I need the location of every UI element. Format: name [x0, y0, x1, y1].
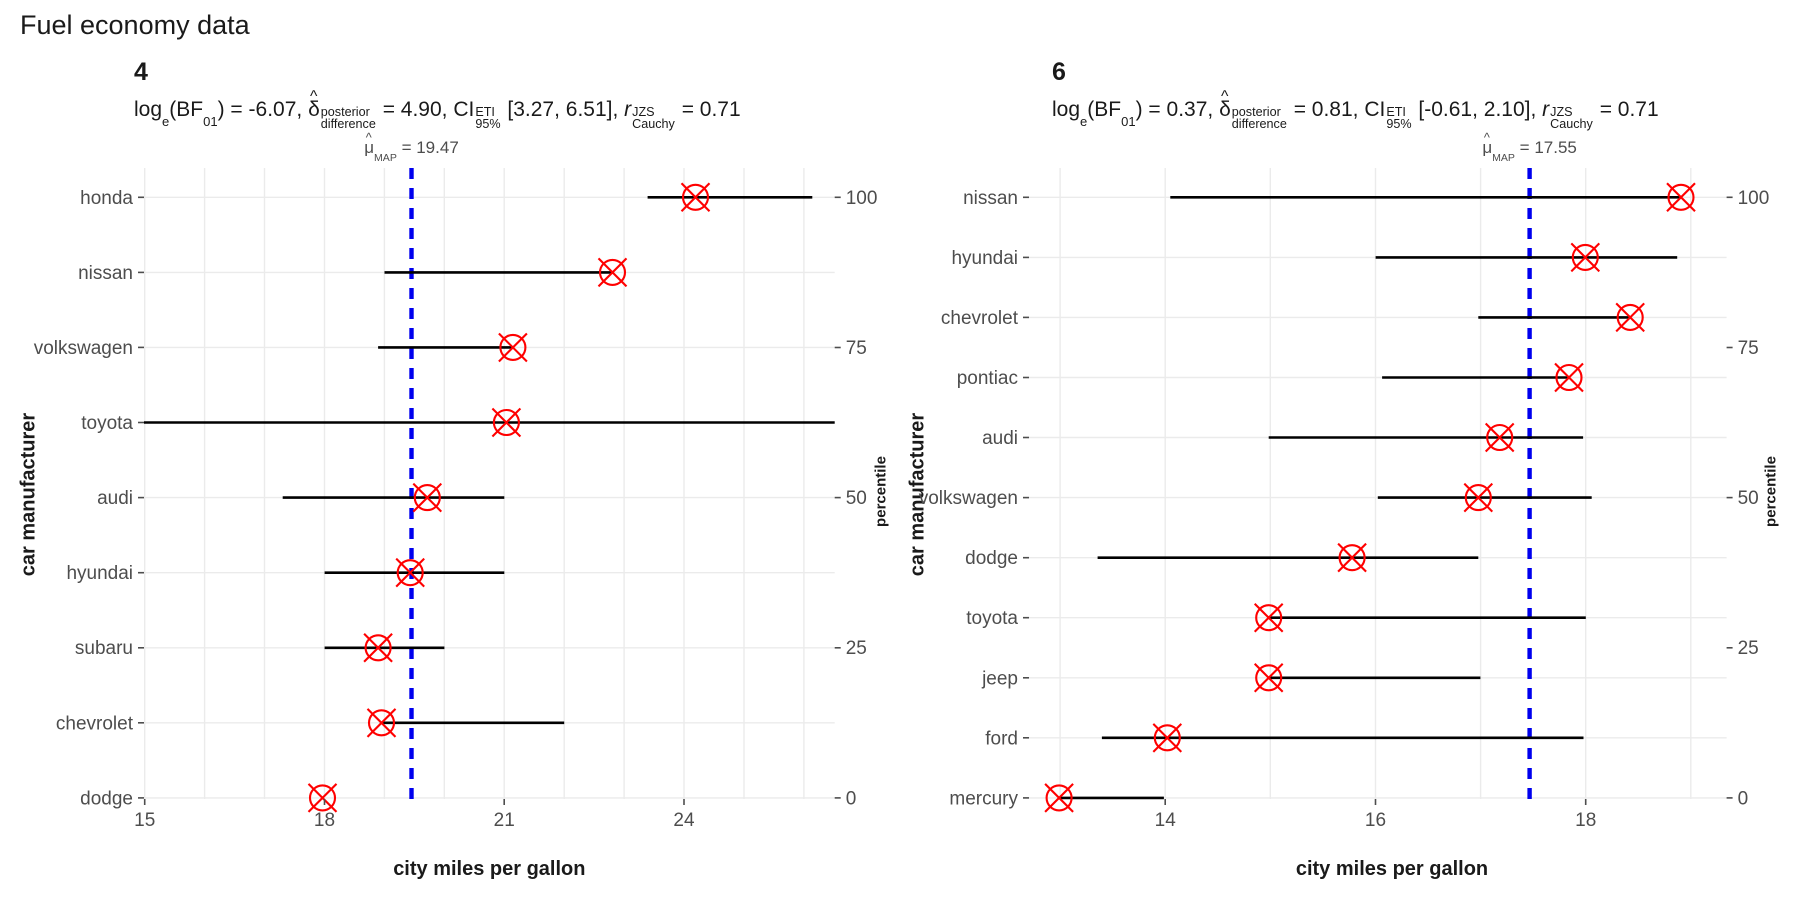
svg-text:hyundai: hyundai [66, 563, 133, 584]
svg-text:0: 0 [846, 788, 857, 809]
svg-text:pontiac: pontiac [957, 368, 1018, 389]
svg-text:hyundai: hyundai [951, 248, 1018, 269]
svg-text:honda: honda [80, 188, 133, 209]
svg-text:75: 75 [1738, 338, 1759, 359]
svg-text:jeep: jeep [981, 668, 1018, 689]
svg-text:subaru: subaru [75, 638, 133, 659]
svg-text:75: 75 [846, 338, 867, 359]
svg-text:mercury: mercury [949, 788, 1018, 809]
svg-text:24: 24 [673, 810, 695, 831]
svg-text:0: 0 [1738, 788, 1749, 809]
svg-text:21: 21 [494, 810, 515, 831]
svg-text:100: 100 [1738, 188, 1770, 209]
svg-text:nissan: nissan [78, 263, 133, 284]
svg-text:15: 15 [134, 810, 155, 831]
svg-text:14: 14 [1155, 810, 1177, 831]
svg-text:25: 25 [1738, 638, 1759, 659]
svg-text:18: 18 [1575, 810, 1596, 831]
svg-text:audi: audi [97, 488, 133, 509]
svg-text:chevrolet: chevrolet [56, 713, 134, 734]
svg-text:toyota: toyota [966, 608, 1018, 629]
svg-text:50: 50 [1738, 488, 1759, 509]
svg-text:nissan: nissan [963, 188, 1018, 209]
svg-text:dodge: dodge [80, 788, 133, 809]
svg-text:18: 18 [314, 810, 335, 831]
svg-text:100: 100 [846, 188, 878, 209]
svg-text:volkswagen: volkswagen [34, 338, 133, 359]
svg-text:volkswagen: volkswagen [919, 488, 1018, 509]
svg-text:toyota: toyota [81, 413, 133, 434]
svg-text:25: 25 [846, 638, 867, 659]
svg-text:16: 16 [1365, 810, 1386, 831]
svg-text:dodge: dodge [965, 548, 1018, 569]
svg-text:ford: ford [985, 728, 1018, 749]
svg-text:audi: audi [982, 428, 1018, 449]
svg-text:chevrolet: chevrolet [941, 308, 1019, 329]
svg-text:50: 50 [846, 488, 867, 509]
